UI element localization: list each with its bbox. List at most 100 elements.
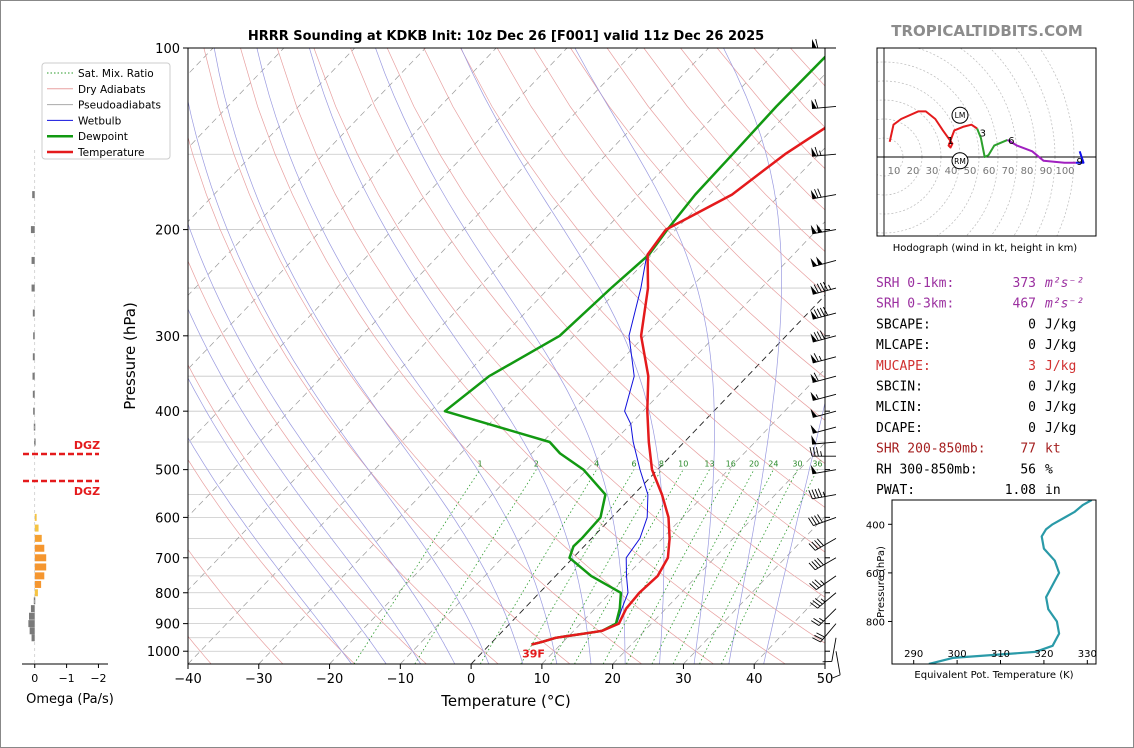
mixing-ratio-line (479, 469, 598, 664)
skewt-x-label: Temperature (°C) (440, 692, 570, 710)
skewt-x-tick-label: −40 (174, 672, 201, 687)
mixing-ratio-line (699, 469, 798, 664)
wind-barb-full (831, 674, 841, 679)
omega-x-tick-label: 0 (31, 672, 38, 685)
wind-barb (810, 424, 837, 434)
skewt-legend: Sat. Mix. Ratio Dry Adiabats Pseudoadiabat… (41, 62, 171, 160)
wind-barb-half (818, 355, 822, 361)
wind-barb-full (819, 330, 825, 340)
mixing-ratio-line (651, 469, 755, 664)
omega-bar (34, 580, 42, 588)
indices-block: SRH 0-1km: 373 m²s⁻² SRH 0-3km: 467 m²s⁻² SBCA… (876, 276, 1084, 498)
isotherm (188, 48, 639, 518)
mixing-ratio-label: 8 (659, 460, 664, 469)
mixing-ratio-label: 16 (726, 460, 736, 469)
wind-barb-shaft (813, 516, 837, 527)
theta-e-x-tick-label: 300 (948, 649, 967, 660)
hodograph-height-label: 3 (980, 128, 986, 139)
skewt-panel: −40 −30 −20 −10 0 10 20 30 40 50 1002003004005006… (121, 42, 833, 710)
skewt-y-tick-label: 900 (155, 618, 180, 633)
skewt-y-tick-label: 200 (155, 224, 180, 239)
wind-barb-flag (811, 147, 817, 157)
dry-adiabat (350, 48, 825, 598)
wind-barb-half (820, 598, 826, 603)
pseudoadiabat (188, 222, 456, 664)
dry-adiabat (386, 48, 825, 553)
theta-e-frame (891, 499, 1097, 665)
mixing-ratio-line (353, 469, 481, 664)
wind-barb-full (814, 189, 819, 198)
wind-barb-flag (811, 99, 817, 109)
dry-adiabat (460, 48, 825, 465)
wind-barb (808, 537, 837, 551)
wind-barb-shaft (812, 260, 837, 268)
index-label: RH 300-850mb: (876, 462, 978, 477)
skewt-x-tick-label: −30 (245, 672, 272, 687)
wind-barb-half (822, 491, 826, 497)
mixing-ratio-label: 1 (478, 460, 483, 469)
wind-barb-half (820, 580, 825, 585)
hodograph-height-label: 6 (1008, 136, 1014, 147)
isotherm (683, 516, 825, 664)
dgz-top-label: DGZ (74, 439, 100, 452)
wind-barb-half (819, 617, 824, 622)
wind-barb-shaft (831, 637, 837, 662)
wind-barb-full (814, 559, 822, 567)
wind-barb-full (816, 308, 822, 318)
omega-bar (32, 372, 35, 380)
wind-barb-shaft (812, 410, 837, 418)
wind-barb-full (811, 620, 820, 626)
index-label: SBCIN: (876, 380, 923, 395)
mixing-ratio-labels: 1 2 4 6 8 10 13 16 20 24 30 36 (478, 460, 823, 469)
hodograph-height-label: 1 (947, 136, 953, 147)
wind-barb (811, 146, 837, 157)
pseudoadiabat (188, 377, 387, 664)
wind-barb (809, 575, 837, 590)
pseudoadiabat (309, 48, 592, 664)
index-unit: J/kg (1045, 421, 1076, 436)
index-value: 0 (1028, 380, 1036, 395)
dry-adiabat (496, 48, 825, 421)
skewt-y-tick-label: 800 (155, 587, 180, 602)
wind-barb-flag (810, 391, 818, 401)
wind-barb (810, 353, 837, 364)
wind-barb-half (815, 394, 819, 400)
omega-bar (34, 589, 38, 597)
hodograph-ring-label: 80 (1021, 166, 1034, 177)
skewt-profiles (443, 55, 825, 646)
wind-barbs-column (808, 38, 841, 679)
wind-barb-flag (810, 257, 818, 267)
legend-label: Sat. Mix. Ratio (78, 68, 154, 80)
theta-e-y-tick-label: 800 (866, 617, 885, 628)
skewt-y-tick-label: 300 (155, 330, 180, 345)
wind-barb-full (822, 306, 829, 316)
skewt-x-ticks: −40 −30 −20 −10 0 10 20 30 40 50 (174, 664, 833, 687)
chart-title: HRRR Sounding at KDKB Init: 10z Dec 26 [… (248, 29, 764, 44)
mixing-ratio-label: 36 (812, 460, 822, 469)
omega-bar (31, 284, 35, 292)
omega-bar (34, 554, 47, 562)
omega-bar (30, 605, 35, 613)
wind-barb-flag (816, 256, 823, 266)
dry-adiabat (423, 48, 825, 508)
index-value: 467 (1013, 297, 1036, 312)
pseudoadiabat (213, 48, 524, 664)
wind-barb (812, 38, 836, 49)
theta-e-y-tick-label: 400 (866, 520, 885, 531)
wind-barb-full (813, 353, 819, 362)
dry-adiabat (570, 48, 825, 336)
skewt-y-tick-label: 700 (155, 552, 180, 567)
index-value: 0 (1028, 421, 1036, 436)
wind-barb-full (813, 309, 819, 318)
wind-barb-full (812, 447, 816, 457)
index-value: 56 (1020, 462, 1036, 477)
omega-bar (34, 524, 39, 532)
legend-label: Dewpoint (78, 131, 128, 143)
hodograph-trace (1006, 139, 1076, 164)
wind-barb (831, 651, 841, 679)
wind-barb (810, 391, 837, 401)
index-value: 1.08 (1005, 483, 1036, 498)
dry-adiabat (716, 48, 825, 170)
dry-adiabat (203, 48, 643, 664)
isotherm (188, 48, 355, 223)
